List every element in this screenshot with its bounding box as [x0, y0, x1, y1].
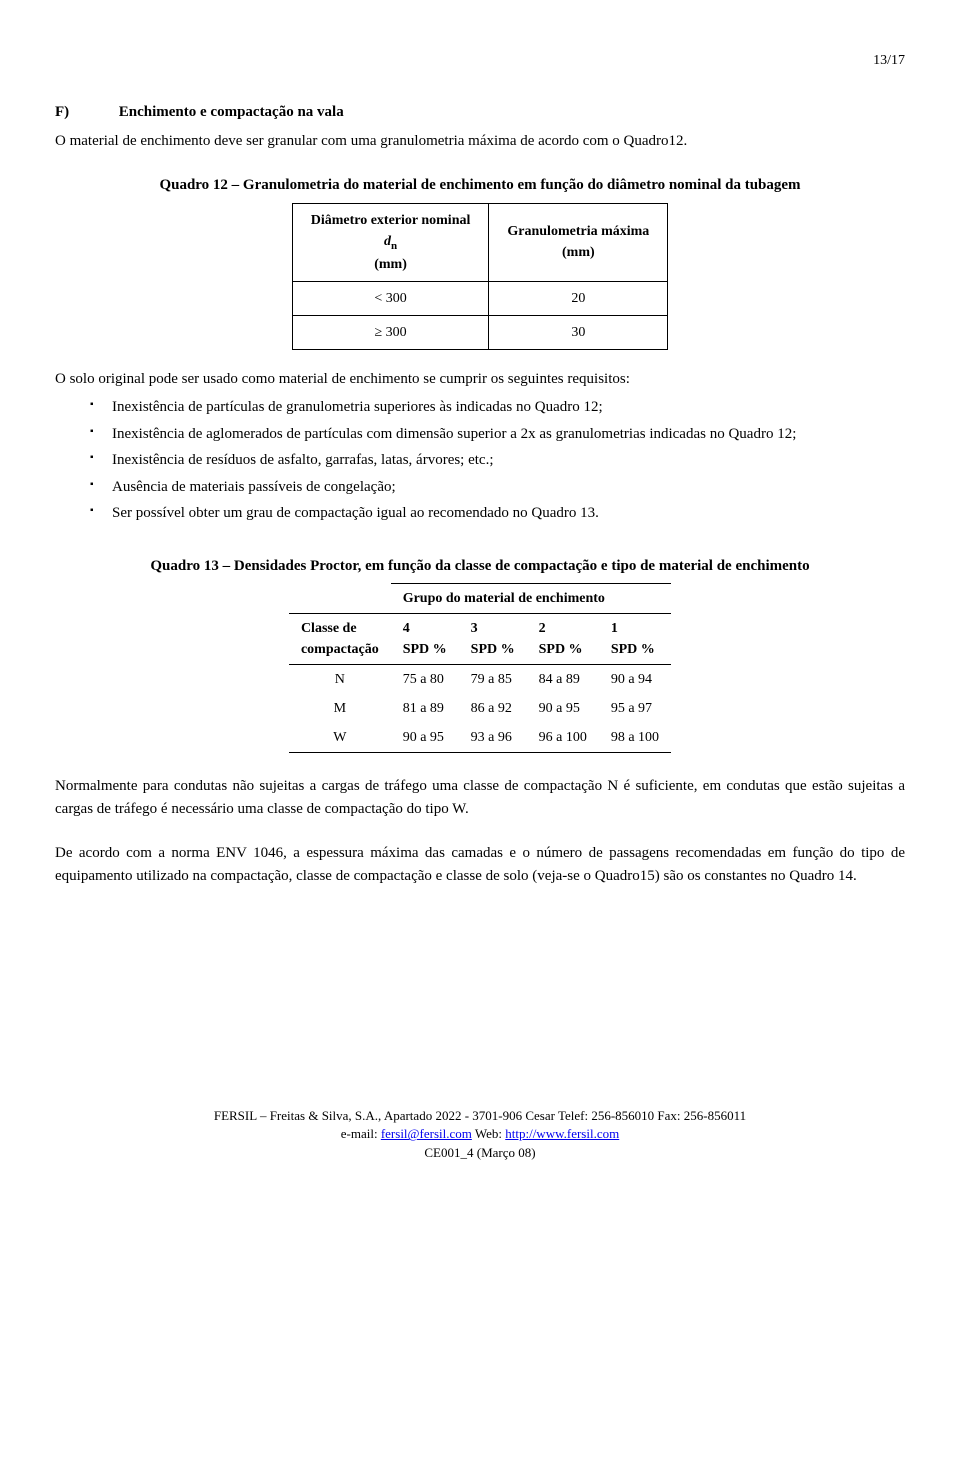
t13-h1: 1 SPD % — [599, 614, 671, 665]
t12-c2-l1: Granulometria máxima — [507, 224, 649, 239]
t12-r2c2: 30 — [489, 315, 668, 349]
t13-h3b: SPD % — [471, 642, 515, 657]
t13-classe-header: Classe de compactação — [289, 614, 391, 665]
t13-h2a: 2 — [539, 621, 546, 636]
t12-r2c1: ≥ 300 — [292, 315, 489, 349]
t13-rN2: 84 a 89 — [527, 665, 599, 695]
footer-web-link[interactable]: http://www.fersil.com — [505, 1126, 619, 1141]
t12-c1-l2a: d — [384, 234, 391, 249]
t12-r1c2: 20 — [489, 281, 668, 315]
t12-col1-header: Diâmetro exterior nominal dn (mm) — [292, 203, 489, 281]
t13-h4b: SPD % — [403, 642, 447, 657]
t12-r1c1: < 300 — [292, 281, 489, 315]
section-heading: F) Enchimento e compactação na vala — [55, 101, 905, 124]
table-12: Diâmetro exterior nominal dn (mm) Granul… — [292, 203, 669, 350]
t13-h1b: SPD % — [611, 642, 655, 657]
t13-group-header: Grupo do material de enchimento — [391, 584, 671, 614]
t13-h3: 3 SPD % — [459, 614, 527, 665]
t13-rM2: 90 a 95 — [527, 694, 599, 723]
t13-rW1: 98 a 100 — [599, 723, 671, 753]
t13-classe-l2: compactação — [301, 642, 379, 657]
t13-rW4: 90 a 95 — [391, 723, 459, 753]
page-footer: FERSIL – Freitas & Silva, S.A., Apartado… — [55, 1107, 905, 1162]
t13-classe-l1: Classe de — [301, 621, 357, 636]
list-item: Ser possível obter um grau de compactaçã… — [90, 502, 905, 525]
table-13: Grupo do material de enchimento Classe d… — [289, 583, 671, 753]
table13-caption: Quadro 13 – Densidades Proctor, em funçã… — [55, 555, 905, 578]
list-item: Inexistência de partículas de granulomet… — [90, 396, 905, 419]
t13-rN3: 79 a 85 — [459, 665, 527, 695]
footer-web-label: Web: — [472, 1126, 505, 1141]
t13-rM4: 81 a 89 — [391, 694, 459, 723]
t13-h2: 2 SPD % — [527, 614, 599, 665]
requirements-intro: O solo original pode ser usado como mate… — [55, 368, 905, 391]
t12-c2-l2: (mm) — [562, 245, 595, 260]
t12-c1-l1: Diâmetro exterior nominal — [311, 213, 471, 228]
list-item: Ausência de materiais passíveis de conge… — [90, 476, 905, 499]
intro-paragraph: O material de enchimento deve ser granul… — [55, 130, 905, 153]
footer-line1: FERSIL – Freitas & Silva, S.A., Apartado… — [55, 1107, 905, 1125]
t12-c1-l3: (mm) — [374, 257, 407, 272]
t12-c1-l2b: n — [391, 239, 397, 251]
t13-h4: 4 SPD % — [391, 614, 459, 665]
list-item: Inexistência de aglomerados de partícula… — [90, 423, 905, 446]
t13-rM: M — [289, 694, 391, 723]
footer-line3: CE001_4 (Março 08) — [55, 1144, 905, 1162]
table12-caption: Quadro 12 – Granulometria do material de… — [55, 174, 905, 197]
t13-h2b: SPD % — [539, 642, 583, 657]
t13-rM1: 95 a 97 — [599, 694, 671, 723]
t13-h1a: 1 — [611, 621, 618, 636]
footer-email-link[interactable]: fersil@fersil.com — [381, 1126, 472, 1141]
requirements-list: Inexistência de partículas de granulomet… — [55, 396, 905, 525]
section-title: Enchimento e compactação na vala — [119, 104, 344, 120]
t13-rN4: 75 a 80 — [391, 665, 459, 695]
page-number: 13/17 — [55, 50, 905, 71]
t13-h3a: 3 — [471, 621, 478, 636]
section-letter: F) — [55, 101, 115, 124]
t13-rW3: 93 a 96 — [459, 723, 527, 753]
t13-rN: N — [289, 665, 391, 695]
paragraph-3: De acordo com a norma ENV 1046, a espess… — [55, 842, 905, 887]
list-item: Inexistência de resíduos de asfalto, gar… — [90, 449, 905, 472]
t12-col2-header: Granulometria máxima (mm) — [489, 203, 668, 281]
t13-rN1: 90 a 94 — [599, 665, 671, 695]
paragraph-2: Normalmente para condutas não sujeitas a… — [55, 775, 905, 820]
t13-rW: W — [289, 723, 391, 753]
t13-rW2: 96 a 100 — [527, 723, 599, 753]
t13-h4a: 4 — [403, 621, 410, 636]
t13-rM3: 86 a 92 — [459, 694, 527, 723]
footer-email-label: e-mail: — [341, 1126, 381, 1141]
